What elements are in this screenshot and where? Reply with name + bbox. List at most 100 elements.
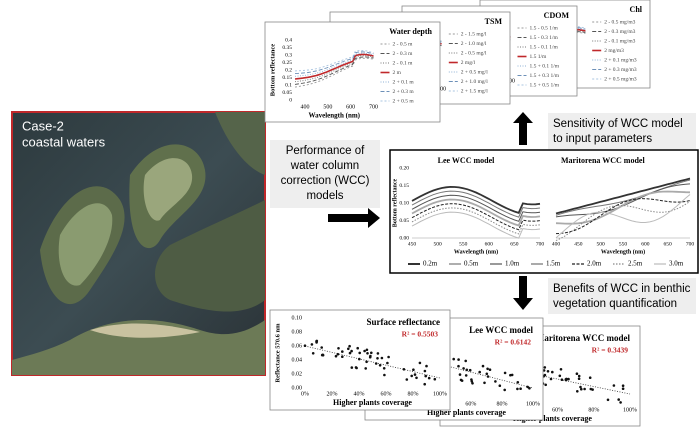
sample-dot (617, 398, 620, 401)
x-tick-label: 80% (408, 391, 419, 397)
sample-dot (488, 368, 492, 372)
y-tick-label: 0.05 (282, 90, 292, 96)
sample-dot (528, 387, 531, 390)
sample-dot (376, 357, 379, 360)
y-tick-label: 0.4 (285, 37, 292, 43)
legend-label: 2 + 1.0 mg/l (461, 79, 488, 85)
trend-line (304, 345, 441, 379)
r-squared: R² = 0.6142 (495, 338, 532, 347)
sample-dot (579, 385, 582, 389)
sample-dot (358, 351, 362, 355)
x-tick-label: 650 (664, 241, 673, 247)
sample-dot (458, 373, 462, 376)
sample-dot (577, 377, 581, 381)
y-tick-label: 0.3 (285, 52, 292, 58)
label-line: coastal waters (22, 134, 106, 149)
y-tick-label: 0 (289, 97, 292, 103)
sample-dot (405, 378, 409, 381)
legend-label: 2.5m (628, 260, 643, 268)
sample-dot (575, 372, 579, 376)
sample-dot (560, 378, 564, 382)
sample-dot (567, 377, 570, 381)
label-line: models (306, 190, 343, 202)
label-line: Sensitivity of WCC model (553, 118, 683, 130)
legend-label: 2 + 0.5 mg/l (461, 69, 488, 75)
sample-dot (546, 370, 550, 373)
sample-dot (503, 388, 507, 392)
x-tick-label: 700 (369, 104, 378, 110)
x-tick-label: 600 (346, 104, 355, 110)
sample-dot (315, 339, 319, 343)
y-tick-label: 0.1 (285, 82, 292, 88)
x-tick-label: 100% (526, 401, 540, 407)
sample-dot (350, 349, 353, 353)
legend-label: 2 m (393, 70, 402, 76)
sample-dot (516, 387, 519, 391)
sample-dot (503, 371, 507, 375)
legend-label: 1.5 1/m (530, 54, 548, 60)
sample-dot (341, 350, 344, 353)
sample-dot (544, 383, 547, 387)
curve (294, 55, 374, 83)
y-tick-label: 0.2 (285, 67, 292, 73)
sample-dot (320, 346, 324, 349)
curve (555, 194, 691, 239)
sensitivity-box (548, 113, 696, 149)
x-tick-label: 700 (437, 86, 446, 92)
legend-label: 2 + 1.5 mg/l (461, 88, 488, 94)
sample-dot (365, 360, 368, 364)
sample-dot (457, 364, 460, 368)
legend-label: 2 - 0.1 m (393, 60, 414, 66)
x-tick-label: 500 (597, 241, 606, 247)
legend-label: 2 - 0.3 mg/m3 (604, 29, 635, 35)
sample-dot (464, 359, 468, 363)
sample-dot (580, 387, 583, 391)
r-squared: R² = 0.5503 (402, 330, 439, 339)
sample-dot (356, 346, 360, 350)
y-tick-label: 0.08 (292, 329, 303, 335)
sample-dot (433, 377, 437, 381)
sample-dot (589, 387, 593, 391)
legend-label: 1.5 - 0.5 1/m (530, 25, 559, 31)
curve (294, 56, 374, 85)
arrows (328, 112, 533, 310)
curve (411, 203, 541, 231)
panel-title: Lee WCC model (469, 325, 533, 335)
x-tick-label: 700 (506, 78, 515, 84)
legend-label: 2 - 1.0 mg/l (461, 41, 487, 47)
legend-label: 2 + 0.5 m (393, 98, 415, 104)
sample-dot (415, 376, 418, 380)
sample-dot (526, 385, 529, 389)
sample-dot (334, 354, 338, 358)
legend-label: 2 - 0.5 m (393, 41, 414, 47)
label-line: vegetation quantification (553, 298, 677, 310)
x-tick-label: 600 (485, 241, 494, 247)
x-tick-label: 550 (619, 241, 628, 247)
x-tick-label: 60% (465, 401, 476, 407)
x-tick-label: 500 (433, 241, 442, 247)
legend-label: 1.5 + 0.5 1/m (530, 82, 560, 88)
y-tick-label: 0.20 (399, 165, 409, 171)
sample-dot (516, 381, 520, 384)
legend-label: 2 + 0.1 m (393, 79, 415, 85)
sample-dot (621, 387, 625, 391)
sample-dot (471, 382, 474, 385)
sample-dot (427, 376, 431, 380)
legend-label: 0.2m (423, 260, 438, 268)
label-line: correction (WCC) (281, 175, 370, 187)
sample-dot (410, 374, 414, 378)
panel-title: Chl (630, 5, 643, 14)
right-arrow (328, 208, 380, 228)
curve (411, 211, 541, 239)
sample-dot (542, 369, 546, 372)
y-tick-label: 0.25 (282, 60, 292, 66)
y-tick-label: 0.06 (292, 343, 303, 349)
sample-dot (358, 357, 361, 361)
sample-dot (412, 368, 415, 372)
legend-label: 1.5 - 0.3 1/m (530, 35, 559, 41)
sample-dot (619, 401, 622, 404)
curve (555, 198, 691, 235)
legend-label: 2 + 0.3 m (393, 89, 415, 95)
sample-dot (423, 382, 427, 386)
